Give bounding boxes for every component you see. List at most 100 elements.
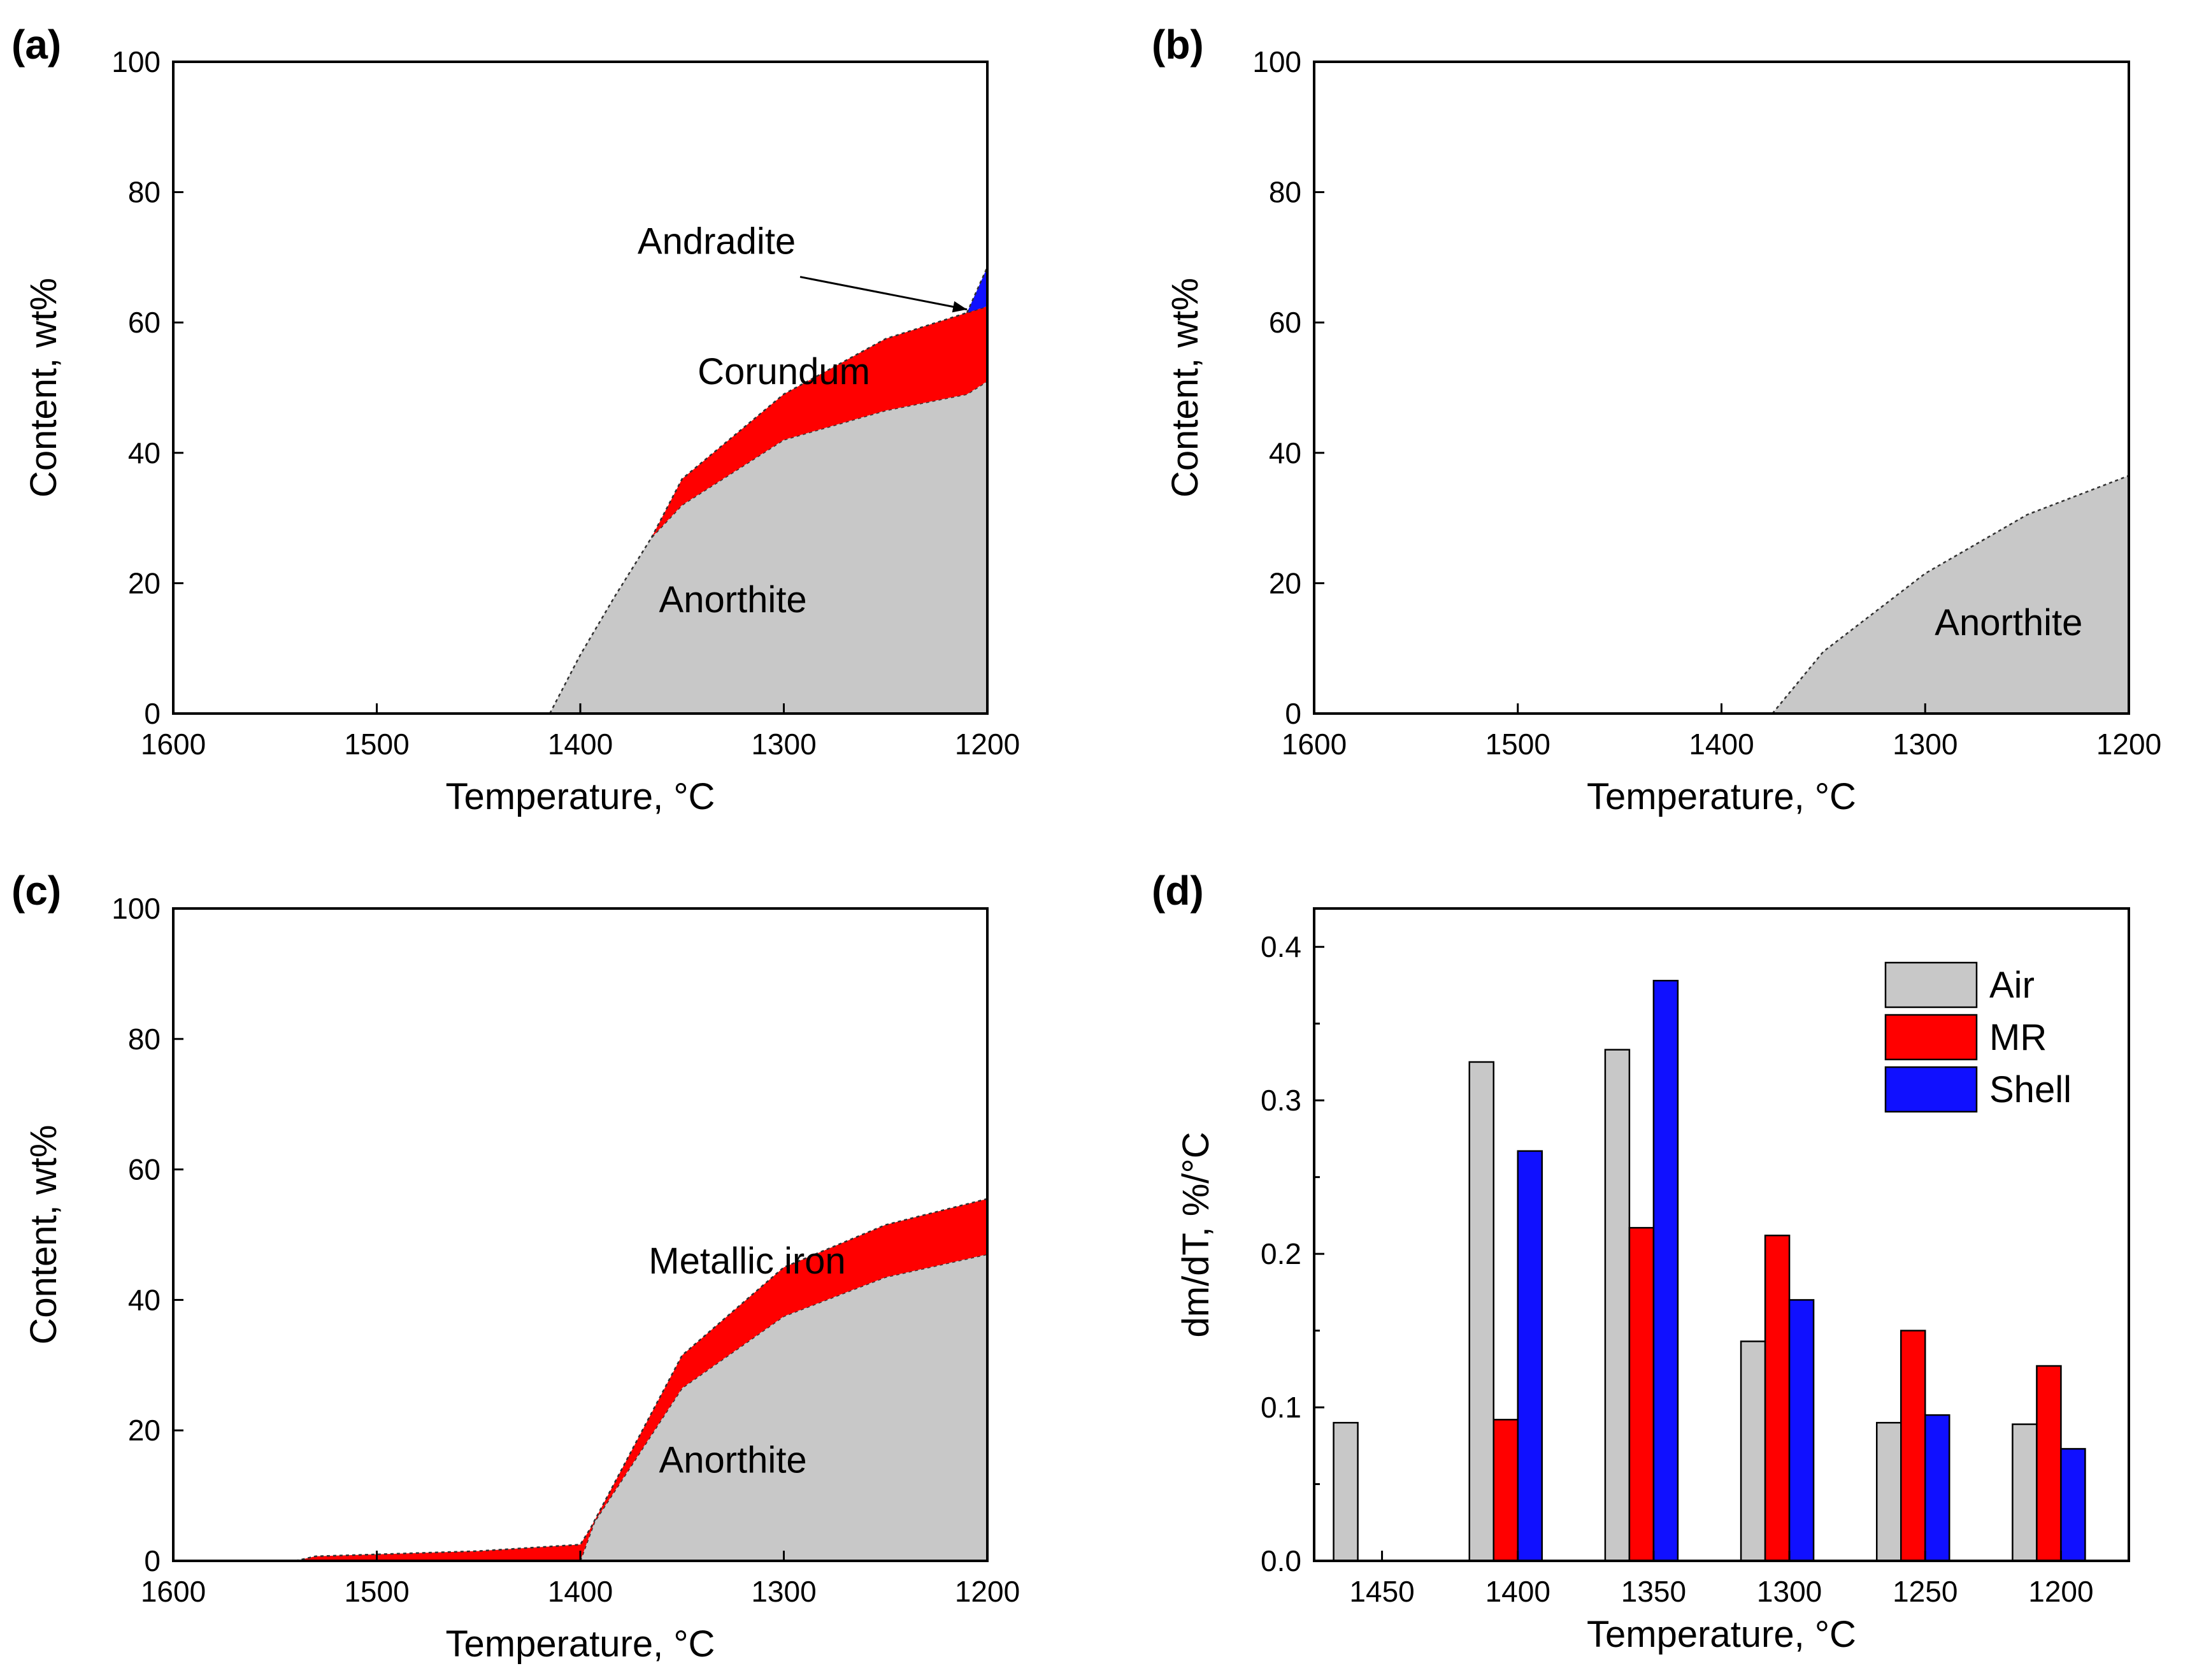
bar-mr-1250 <box>1900 1330 1926 1562</box>
annotation-arrow-head <box>952 301 968 313</box>
bar-shell-1350 <box>1652 979 1679 1562</box>
bar-air-1250 <box>1876 1421 1902 1562</box>
legend-swatch-shell <box>1884 1066 1978 1113</box>
x-tick-label: 1500 <box>344 728 409 761</box>
area-corundum <box>651 306 987 538</box>
area-boundary-andradite <box>966 266 989 313</box>
region-label-metallic-iron: Metallic iron <box>648 1240 845 1282</box>
y-tick-label: 100 <box>1252 45 1301 78</box>
bar-air-1300 <box>1740 1340 1766 1562</box>
y-tick-label: 40 <box>1269 436 1301 470</box>
bar-air-1400 <box>1468 1061 1494 1562</box>
bar-shell-1300 <box>1788 1299 1815 1562</box>
region-label-anorthite: Anorthite <box>1935 602 2082 643</box>
y-axis-title: Content, wt% <box>23 278 64 498</box>
y-tick-label: 0 <box>144 697 161 730</box>
x-axis-title: Temperature, °C <box>1587 776 1856 817</box>
x-tick-label: 1500 <box>1485 728 1550 761</box>
y-tick-label: 0.2 <box>1261 1237 1301 1270</box>
panel-b: (b) Anorthite 1600 1500 1400 1300 1200 0 20 40 60 8… <box>1152 22 2161 817</box>
bar-mr-1300 <box>1764 1234 1791 1562</box>
x-tick-label: 1600 <box>141 1575 206 1608</box>
y-tick-label: 0 <box>144 1544 161 1577</box>
y-tick-label: 60 <box>1269 306 1301 339</box>
area-anorthite <box>580 1254 987 1561</box>
y-tick-label: 0.4 <box>1261 930 1301 963</box>
y-tick-label: 0 <box>1285 697 1301 730</box>
x-tick-label: 1300 <box>751 1575 816 1608</box>
y-tick-label: 80 <box>1269 176 1301 209</box>
area-boundary-anorthite <box>1771 475 2129 714</box>
y-tick-label: 0.0 <box>1261 1544 1301 1577</box>
y-tick-label: 0.3 <box>1261 1084 1301 1117</box>
y-axis-title: Content, wt% <box>23 1125 64 1345</box>
area-metallic-iron <box>295 1198 988 1561</box>
x-tick-label: 1200 <box>955 1575 1020 1608</box>
y-tick-label: 100 <box>111 45 161 78</box>
x-tick-label: 1200 <box>2028 1575 2093 1608</box>
panel-label: (a) <box>11 22 61 68</box>
y-tick-label: 0.1 <box>1261 1391 1301 1424</box>
y-axis-title: Content, wt% <box>1164 278 1206 498</box>
y-tick-label: 20 <box>128 1414 161 1447</box>
x-axis-title: Temperature, °C <box>446 776 715 817</box>
bar-air-1350 <box>1604 1049 1631 1562</box>
panel-c: (c) Anorthite Metallic iron 1600 1500 1400 130… <box>11 868 1020 1665</box>
bar-air-1450 <box>1333 1421 1359 1562</box>
y-tick-label: 20 <box>1269 566 1301 599</box>
x-tick-label: 1400 <box>548 728 613 761</box>
region-label-anorthite: Anorthite <box>659 1439 807 1481</box>
region-label-corundum: Corundum <box>698 351 870 392</box>
y-tick-label: 60 <box>128 1153 161 1186</box>
panel-label: (b) <box>1152 22 1204 68</box>
x-tick-label: 1500 <box>344 1575 409 1608</box>
bar-shell-1400 <box>1517 1150 1543 1562</box>
x-tick-label: 1300 <box>751 728 816 761</box>
legend-label-mr: MR <box>1989 1017 2047 1058</box>
x-tick-label: 1600 <box>141 728 206 761</box>
annotation-arrow-line <box>799 276 968 311</box>
y-tick-label: 40 <box>128 436 161 470</box>
y-tick-label: 40 <box>128 1283 161 1316</box>
bar-mr-1200 <box>2036 1365 2062 1562</box>
x-tick-label: 1600 <box>1282 728 1347 761</box>
region-label-anorthite: Anorthite <box>659 579 807 621</box>
bar-mr-1400 <box>1492 1419 1519 1562</box>
bar-shell-1200 <box>2060 1447 2086 1562</box>
area-boundary-corundum <box>650 305 988 538</box>
x-tick-label: 1450 <box>1349 1575 1414 1608</box>
y-tick-label: 20 <box>128 566 161 599</box>
panel-label: (d) <box>1152 868 1204 914</box>
plot-frame <box>1313 907 2130 1562</box>
area-andradite <box>967 267 987 313</box>
y-tick-label: 100 <box>111 892 161 925</box>
y-tick-label: 80 <box>128 176 161 209</box>
region-label-andradite: Andradite <box>638 220 796 262</box>
x-axis-title: Temperature, °C <box>1587 1614 1856 1655</box>
area-anorthite <box>1772 475 2129 714</box>
x-tick-label: 1350 <box>1621 1575 1686 1608</box>
x-tick-label: 1300 <box>1757 1575 1822 1608</box>
plot-frame <box>172 907 989 1562</box>
y-tick-label: 60 <box>128 306 161 339</box>
y-axis-title: dm/dT, %/°C <box>1175 1132 1217 1338</box>
area-anorthite <box>550 381 987 714</box>
x-tick-label: 1200 <box>2096 728 2161 761</box>
x-axis-title: Temperature, °C <box>446 1623 715 1665</box>
plot-frame <box>172 61 989 715</box>
x-tick-label: 1400 <box>1485 1575 1550 1608</box>
area-boundary-metallic-iron <box>295 1198 988 1562</box>
x-tick-label: 1300 <box>1893 728 1957 761</box>
panel-a: (a) Anorthite Corundum Andradite 1600 1500 140… <box>11 22 1020 817</box>
bar-shell-1250 <box>1924 1414 1950 1562</box>
x-tick-label: 1200 <box>955 728 1020 761</box>
x-tick-label: 1250 <box>1893 1575 1957 1608</box>
bar-mr-1350 <box>1628 1226 1655 1562</box>
plot-frame <box>1313 61 2130 715</box>
bar-air-1200 <box>2012 1423 2038 1562</box>
legend-label-air: Air <box>1989 965 2035 1006</box>
legend-swatch-mr <box>1884 1014 1978 1061</box>
panel-label: (c) <box>11 868 61 914</box>
x-tick-label: 1400 <box>1689 728 1754 761</box>
